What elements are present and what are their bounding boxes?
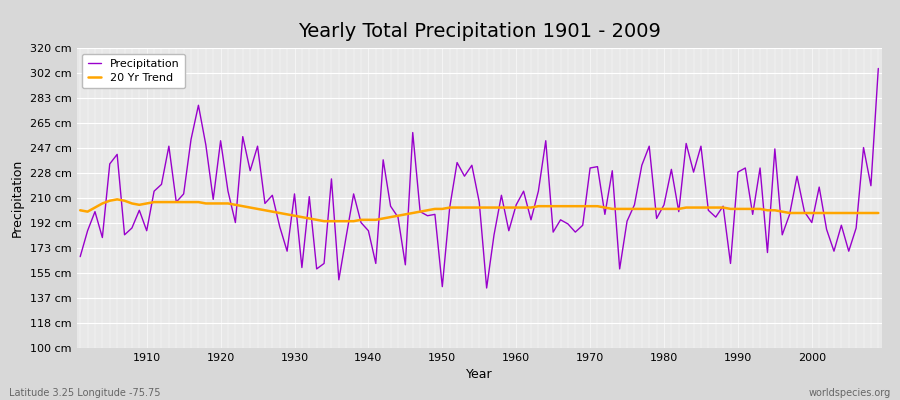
X-axis label: Year: Year: [466, 368, 492, 382]
20 Yr Trend: [356, 218, 366, 222]
20 Yr Trend: [319, 219, 329, 224]
Precipitation: [296, 265, 307, 270]
Precipitation: [75, 254, 86, 259]
20 Yr Trend: [873, 211, 884, 216]
Precipitation: [607, 168, 617, 173]
20 Yr Trend: [518, 205, 529, 210]
Line: Precipitation: Precipitation: [80, 68, 878, 288]
20 Yr Trend: [141, 201, 152, 206]
20 Yr Trend: [526, 205, 536, 210]
Precipitation: [482, 286, 492, 290]
Title: Yearly Total Precipitation 1901 - 2009: Yearly Total Precipitation 1901 - 2009: [298, 22, 661, 41]
Precipitation: [518, 189, 529, 194]
Precipitation: [134, 208, 145, 213]
Precipitation: [341, 234, 352, 238]
Text: worldspecies.org: worldspecies.org: [809, 388, 891, 398]
Precipitation: [511, 202, 522, 207]
20 Yr Trend: [112, 197, 122, 202]
Text: Latitude 3.25 Longitude -75.75: Latitude 3.25 Longitude -75.75: [9, 388, 160, 398]
20 Yr Trend: [304, 216, 315, 221]
20 Yr Trend: [615, 206, 626, 211]
Precipitation: [873, 66, 884, 71]
Y-axis label: Precipitation: Precipitation: [11, 159, 24, 237]
20 Yr Trend: [75, 208, 86, 213]
Line: 20 Yr Trend: 20 Yr Trend: [80, 199, 878, 221]
Legend: Precipitation, 20 Yr Trend: Precipitation, 20 Yr Trend: [82, 54, 185, 88]
